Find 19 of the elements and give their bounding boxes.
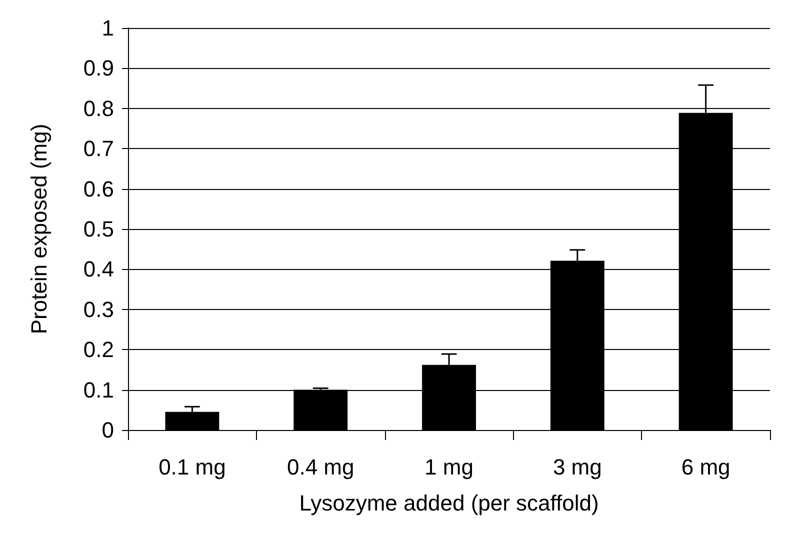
y-tick-label: 0.9 [83, 56, 114, 81]
y-tick-label: 0.1 [83, 377, 114, 402]
bar [165, 412, 220, 430]
x-tick-label: 0.4 mg [286, 454, 354, 480]
y-tick-label: 0.8 [83, 96, 114, 121]
y-tick-label: 1 [102, 16, 114, 40]
x-tick-label: 0.1 mg [158, 454, 226, 480]
x-axis-title: Lysozyme added (per scaffold) [299, 490, 599, 516]
x-tick-label: 6 mg [681, 454, 730, 480]
y-tick-label: 0.6 [83, 176, 114, 202]
y-tick-label: 0.3 [83, 296, 114, 322]
y-tick-label: 0.5 [83, 216, 114, 242]
y-tick-label: 0.4 [83, 256, 114, 282]
y-tick-label: 0 [102, 418, 114, 442]
y-tick-label: 0.7 [83, 136, 114, 162]
x-tick-label: 3 mg [552, 454, 602, 480]
y-tick-label: 0.2 [83, 337, 114, 362]
x-tick-label: 1 mg [424, 454, 474, 480]
y-axis-title: Protein exposed (mg) [26, 124, 52, 334]
